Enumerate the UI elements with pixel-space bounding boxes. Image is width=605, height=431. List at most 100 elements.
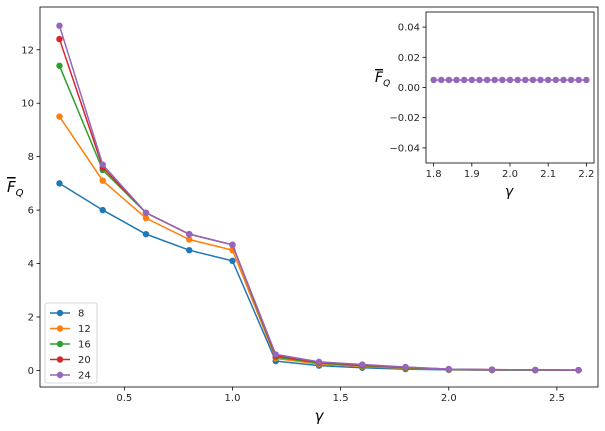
main-x-tick-label: 2.5	[549, 393, 565, 404]
main-data-point	[56, 35, 63, 43]
inset-y-tick-label: 0.02	[398, 53, 420, 64]
main-x-tick-label: 2.0	[441, 393, 457, 404]
main-y-tick-label: 4	[28, 259, 34, 270]
inset-data-point	[522, 76, 529, 84]
main-data-point	[532, 366, 539, 374]
main-data-point	[142, 230, 150, 238]
inset-data-point	[430, 76, 437, 84]
inset-y-tick-label: −0.02	[389, 113, 420, 124]
main-data-point	[99, 161, 106, 168]
inset-y-axis-label: FQ	[375, 70, 390, 89]
main-series-24	[56, 22, 582, 374]
main-data-point	[186, 246, 193, 254]
main-data-point	[56, 62, 63, 69]
main-y-axis-label-sub: Q	[16, 188, 24, 199]
inset-x-tick-label: 1.8	[426, 169, 442, 180]
inset-y-tick-label: 0.04	[398, 23, 420, 34]
main-y-tick-label: 2	[28, 312, 34, 323]
main-x-tick-label: 1.0	[225, 393, 241, 404]
legend-swatch-marker	[56, 371, 64, 379]
main-plot-frame	[39, 6, 599, 388]
main-data-point	[56, 22, 63, 29]
inset-x-tick-label: 2.0	[502, 169, 518, 180]
main-data-point	[272, 351, 279, 358]
main-x-tick-label: 1.5	[333, 393, 349, 404]
inset-x-axis-label: γ	[505, 184, 514, 200]
main-y-tick-label: 6	[28, 206, 34, 217]
legend-swatch-marker	[56, 309, 64, 317]
main-data-point	[575, 366, 582, 374]
legend-swatch-marker	[56, 356, 64, 363]
inset-data-point	[491, 76, 498, 84]
inset-data-point	[567, 76, 575, 84]
inset-y-axis-label-f: F	[375, 70, 384, 86]
inset-series-group	[430, 76, 590, 84]
inset-data-point	[476, 76, 483, 84]
inset-y-ticks: −0.04 −0.02 0.00 0.02 0.04	[389, 23, 426, 154]
inset-data-point	[445, 76, 453, 84]
main-x-ticks: 0.5 1.0 1.5 2.0 2.5	[116, 387, 565, 404]
main-y-tick-label: 0	[28, 366, 34, 377]
main-y-tick-label: 10	[21, 99, 34, 110]
inset-data-point	[575, 76, 582, 84]
inset-data-point	[453, 76, 460, 84]
main-series-group	[56, 22, 582, 374]
main-data-point	[229, 257, 236, 265]
inset-data-point	[468, 76, 476, 84]
legend-frame	[44, 302, 98, 384]
legend-entry-label: 12	[78, 324, 91, 335]
main-data-point	[56, 113, 63, 120]
main-data-point	[488, 366, 496, 373]
legend-entry-label: 24	[78, 371, 91, 382]
inset-plot: 1.8 1.9 2.0 2.1 2.2 −0.04 −0.02 0.00 0.02 0.04 γ…	[375, 11, 595, 200]
inset-x-ticks: 1.8 1.9 2.0 2.1 2.2	[426, 163, 594, 180]
main-data-point	[142, 214, 150, 222]
inset-plot-frame	[425, 11, 595, 164]
legend: 8 12 16 20 24	[44, 302, 98, 384]
main-data-point	[99, 177, 106, 184]
inset-data-point	[499, 76, 506, 84]
main-data-point	[315, 358, 323, 366]
inset-data-point	[506, 76, 514, 84]
main-y-axis-label-f: F	[7, 178, 16, 196]
inset-data-point	[544, 76, 552, 84]
legend-swatch-marker	[56, 325, 64, 332]
inset-x-tick-label: 2.1	[540, 169, 556, 180]
legend-entry-label: 16	[78, 340, 91, 351]
main-data-point	[99, 206, 106, 214]
inset-y-tick-label: −0.04	[389, 143, 420, 154]
inset-data-point	[529, 76, 537, 84]
inset-y-tick-label: 0.00	[398, 83, 420, 94]
main-data-point	[445, 365, 452, 373]
legend-swatch-marker	[56, 340, 64, 348]
main-x-tick-label: 0.5	[116, 393, 132, 404]
inset-data-point	[483, 76, 491, 84]
inset-data-point	[438, 76, 445, 84]
main-y-axis-label: FQ	[7, 178, 24, 199]
main-data-point	[229, 241, 236, 249]
inset-y-axis-label-sub: Q	[383, 79, 390, 89]
main-data-point	[402, 363, 409, 371]
main-data-point	[56, 180, 63, 187]
inset-data-point	[460, 76, 468, 84]
main-data-point	[359, 361, 366, 368]
inset-data-point	[583, 76, 590, 84]
inset-data-point	[514, 76, 521, 84]
inset-data-point	[537, 76, 544, 84]
main-y-tick-label: 8	[28, 152, 34, 163]
main-data-point	[186, 236, 193, 243]
inset-series-24	[430, 76, 590, 84]
inset-x-tick-label: 1.9	[464, 169, 480, 180]
inset-plot-background	[426, 12, 594, 163]
main-data-point	[142, 209, 150, 216]
main-y-tick-label: 12	[21, 45, 34, 56]
legend-entry-label: 8	[78, 309, 84, 320]
main-y-ticks: 0 2 4 6 8 10 12	[21, 45, 40, 377]
main-data-point	[186, 230, 193, 238]
inset-x-tick-label: 2.2	[578, 169, 594, 180]
inset-data-point	[560, 76, 567, 84]
legend-entry-label: 20	[78, 355, 91, 366]
main-x-axis-label: γ	[315, 407, 325, 425]
